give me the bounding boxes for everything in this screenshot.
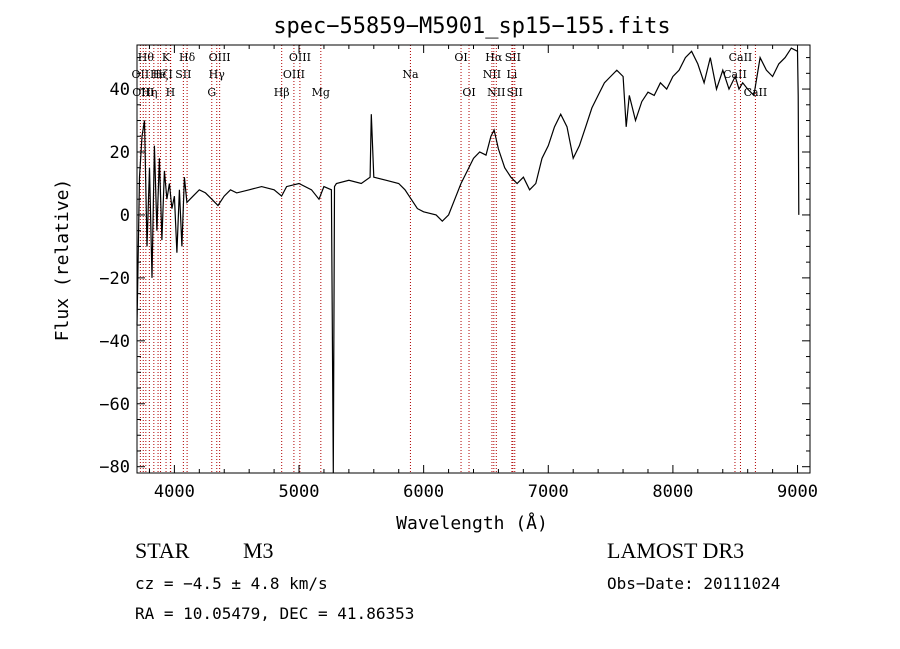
line-label-19: Na	[402, 68, 419, 81]
plot-frame	[136, 44, 811, 474]
x-axis-label: Wavelength (Å)	[396, 512, 548, 534]
y-axis-label: Flux (relative)	[52, 179, 73, 342]
chart-title: spec−55859−M5901_sp15−155.fits	[273, 14, 670, 39]
line-label-7: K	[162, 51, 171, 64]
line-label-30: CaII	[744, 86, 768, 99]
line-label-10: SII	[175, 68, 191, 81]
line-label-12: G	[207, 86, 216, 99]
line-label-20: OI	[454, 51, 467, 64]
x-tick-label-5: 9000	[777, 482, 818, 502]
line-label-6: Hζ	[153, 68, 169, 81]
line-label-15: Hβ	[274, 86, 290, 99]
line-label-11: Hδ	[179, 51, 196, 64]
x-tick-label-4: 8000	[652, 482, 693, 502]
line-label-13: Hγ	[209, 68, 226, 81]
redshift-cz: cz = −4.5 ± 4.8 km/s	[135, 574, 328, 593]
line-label-14: OIII	[209, 51, 231, 64]
observation-date: Obs−Date: 20111024	[607, 574, 781, 593]
ra-dec-coordinates: RA = 10.05479, DEC = 41.86353	[135, 604, 415, 623]
line-label-0: OII	[132, 68, 150, 81]
line-label-23: Hα	[485, 51, 503, 64]
line-label-28: CaII	[723, 68, 747, 81]
survey-name: LAMOST DR3	[607, 538, 745, 563]
line-label-22: NII	[483, 68, 501, 81]
y-tick-label-3: −20	[99, 269, 130, 289]
line-label-9: I	[168, 68, 172, 81]
line-label-25: Li	[506, 68, 517, 81]
line-label-8: H	[166, 86, 176, 99]
spectrum-line	[136, 47, 800, 474]
x-tick-label-0: 4000	[154, 482, 195, 502]
y-tick-label-0: −80	[99, 458, 130, 478]
line-label-29: CaII	[729, 51, 753, 64]
object-class: STAR	[135, 538, 190, 563]
line-label-3: Hη	[141, 86, 157, 99]
y-tick-label-6: 40	[110, 80, 130, 100]
line-label-5: He	[150, 68, 166, 81]
line-label-16: OIII	[283, 68, 305, 81]
line-label-26: SII	[505, 51, 521, 64]
line-label-2: Hθ	[138, 51, 155, 64]
spectrum-series	[136, 47, 800, 474]
x-tick-label-2: 6000	[403, 482, 444, 502]
object-subclass: M3	[243, 538, 274, 563]
x-tick-label-3: 7000	[528, 482, 569, 502]
y-tick-label-4: 0	[120, 206, 130, 226]
y-tick-label-2: −40	[99, 332, 130, 352]
x-tick-label-1: 5000	[279, 482, 320, 502]
y-tick-label-5: 20	[110, 143, 130, 163]
line-label-24: NII	[487, 86, 505, 99]
line-label-21: OI	[462, 86, 475, 99]
line-label-18: Mg	[312, 86, 330, 99]
line-label-17: OIII	[289, 51, 311, 64]
y-tick-label-1: −60	[99, 395, 130, 415]
axes: 4000 5000 6000 7000 8000 9000 −80 −60 −40 −20 0 20 4…	[99, 45, 818, 502]
line-label-27: SII	[507, 86, 523, 99]
